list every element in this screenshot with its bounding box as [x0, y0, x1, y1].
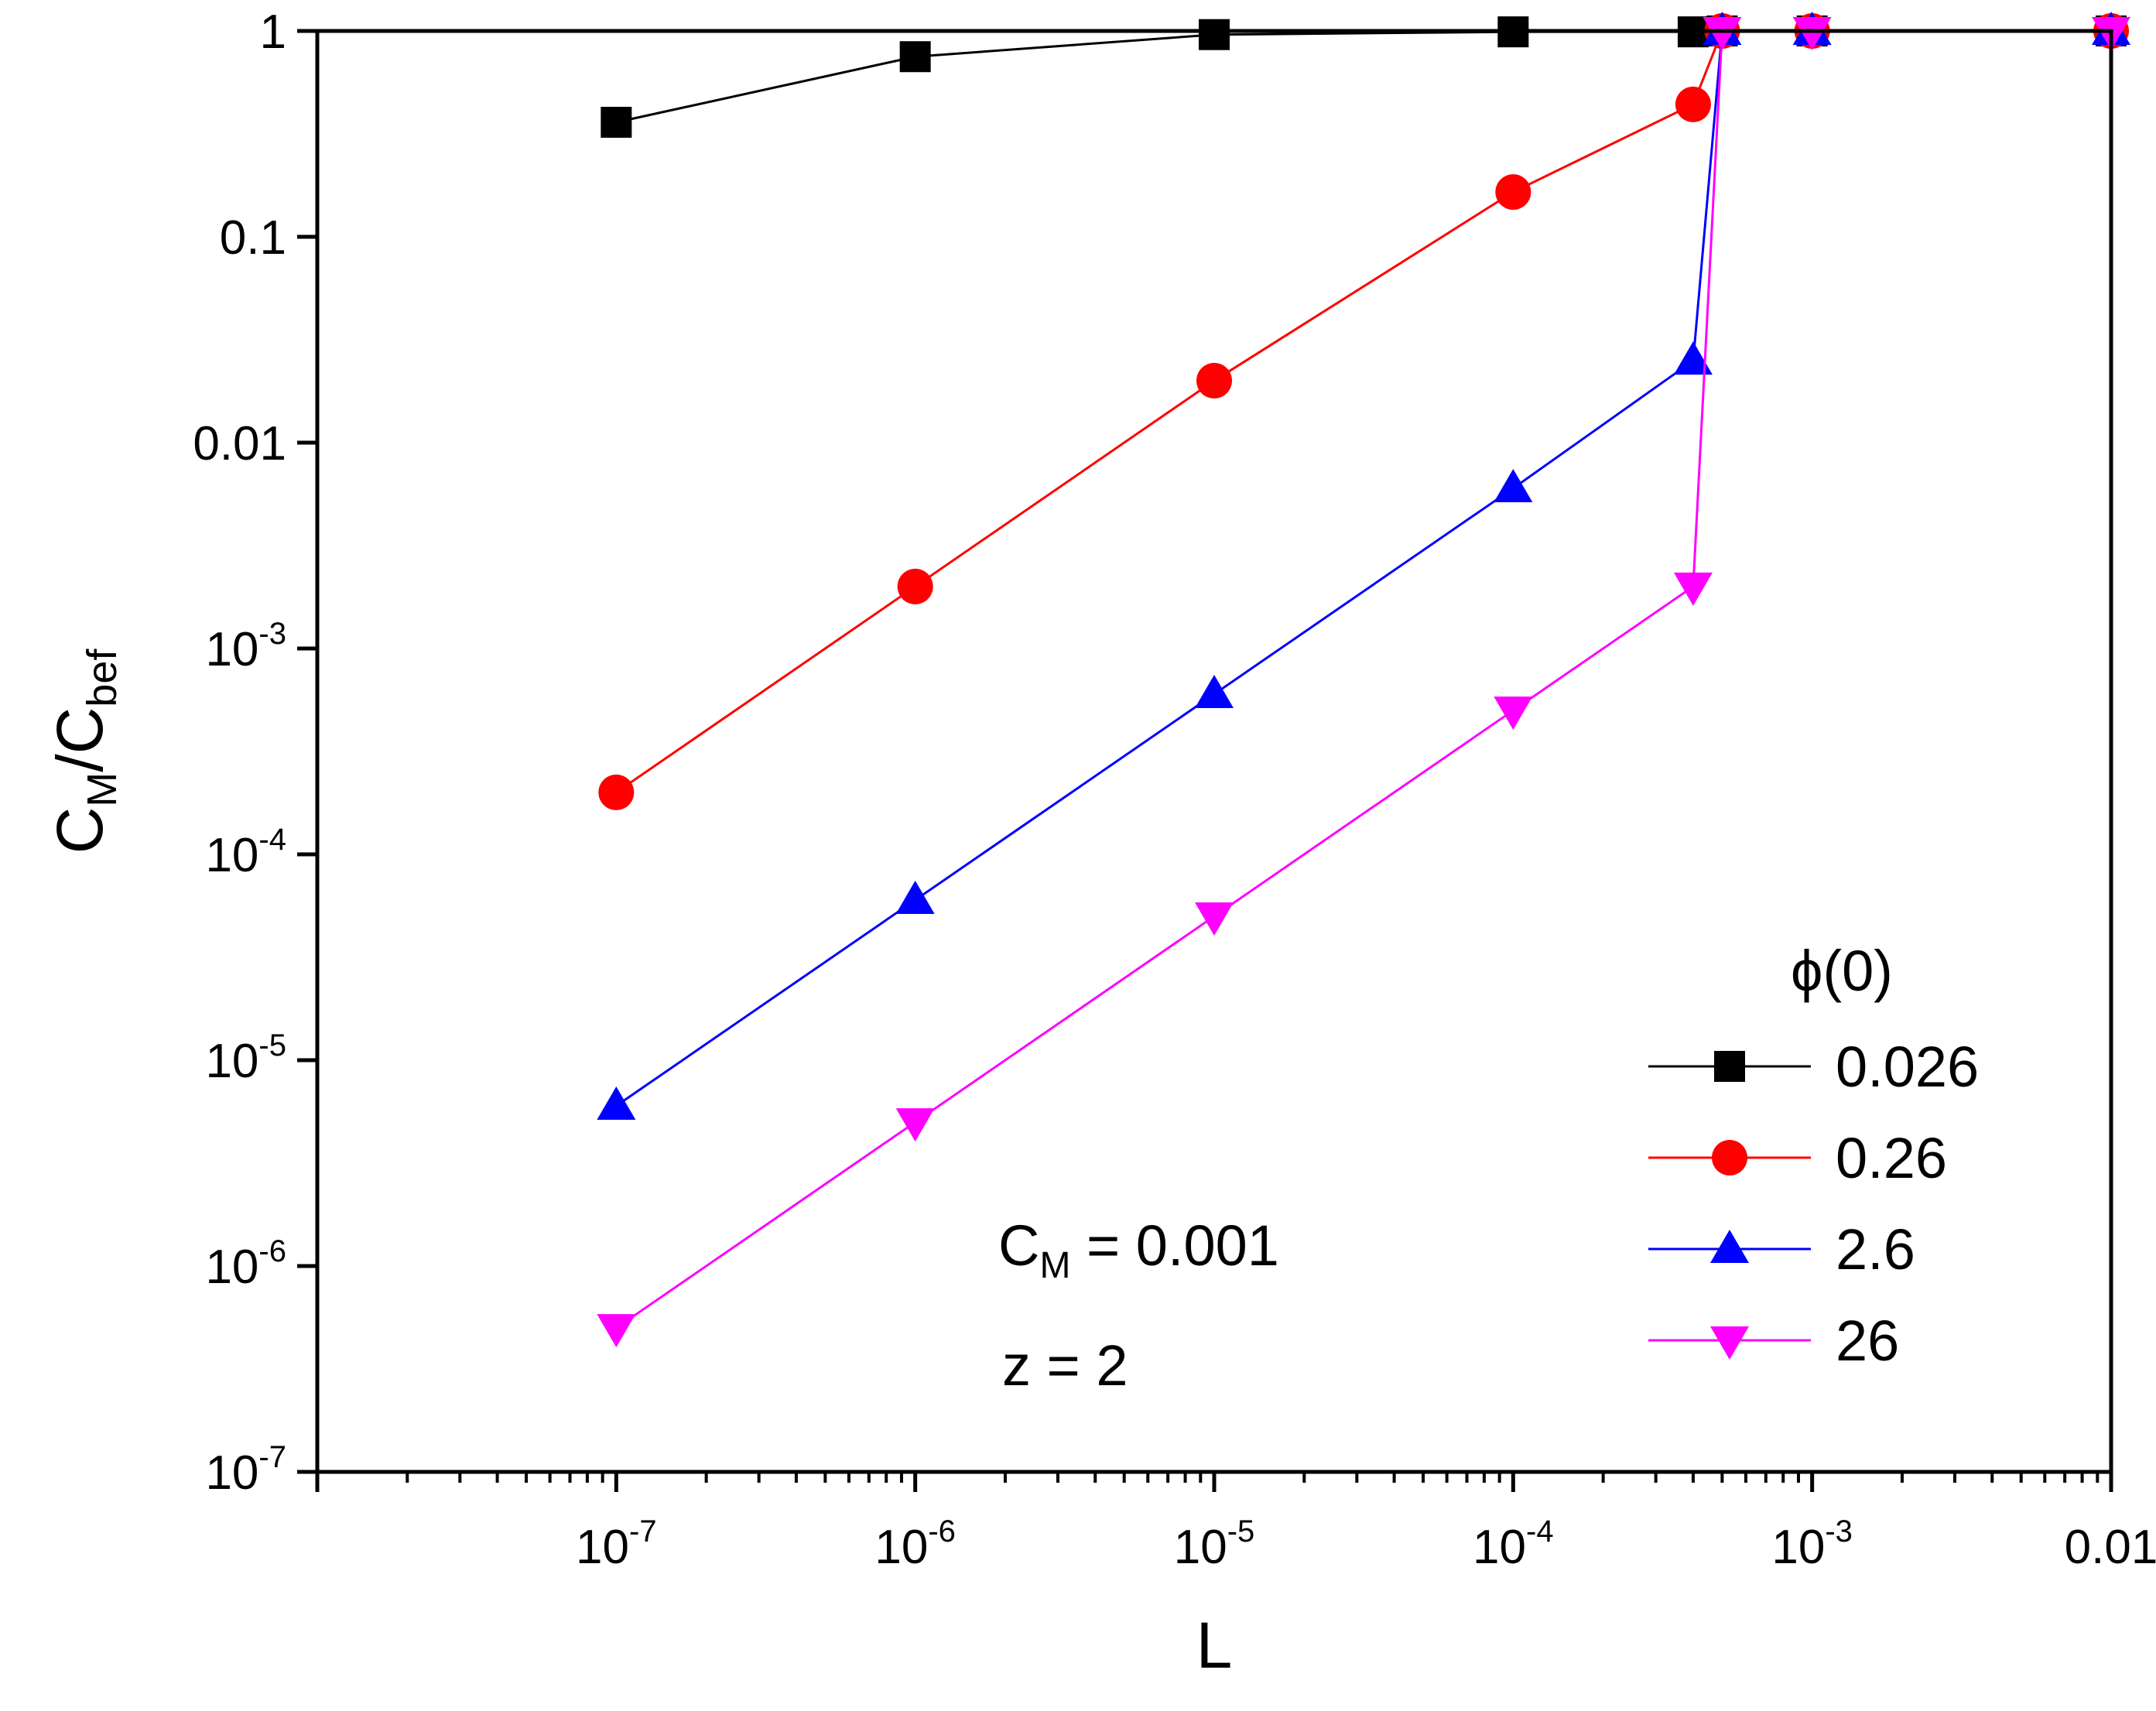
x-tick-label: 10-7 [576, 1514, 657, 1574]
y-tick-label: 10-7 [205, 1440, 286, 1500]
annotation-cm-rest: = 0.001 [1070, 1213, 1279, 1278]
y-tick-base: 0.1 [220, 211, 286, 265]
data-point [598, 774, 635, 810]
y-tick-label: 0.01 [193, 417, 286, 471]
legend: ϕ(0) 0.026 0.26 2.6 26 [1648, 939, 1979, 1373]
y-tick-base: 10 [205, 1446, 258, 1500]
data-point [1675, 86, 1711, 122]
y-tick-exponent: -6 [258, 1234, 286, 1268]
x-tick-base: 0.01 [2065, 1521, 2156, 1574]
y-tick-label: 1 [260, 5, 286, 59]
y-title-sub2: bef [79, 648, 125, 707]
x-tick-label: 10-6 [874, 1514, 956, 1574]
x-tick-base: 10 [874, 1521, 928, 1574]
annotation-z: z = 2 [1002, 1333, 1128, 1398]
annotations: CM = 0.001 z = 2 [998, 1213, 1279, 1398]
y-tick-base: 10 [205, 829, 258, 882]
legend-item: 0.026 [1648, 1035, 1979, 1099]
annotation-cm-sub: M [1039, 1245, 1070, 1286]
y-tick-exponent: -5 [258, 1028, 286, 1063]
y-tick-base: 10 [205, 623, 258, 676]
y-title-c2: C [43, 707, 116, 755]
y-tick-base: 10 [205, 1035, 258, 1088]
x-axis-title: L [1196, 1609, 1233, 1682]
x-tick-base: 10 [1771, 1521, 1825, 1574]
y-axis-title: CM/Cbef [43, 648, 125, 854]
y-tick-exponent: -7 [258, 1440, 286, 1474]
data-point [899, 41, 931, 73]
y-tick-label: 10-3 [205, 617, 286, 676]
data-point [1196, 362, 1232, 399]
data-point [1195, 675, 1234, 709]
y-tick-base: 10 [205, 1240, 258, 1294]
legend-item: 26 [1648, 1309, 1899, 1373]
x-axis-title-text: L [1196, 1609, 1233, 1682]
legend-label: 2.6 [1836, 1217, 1915, 1282]
data-point [897, 568, 933, 604]
data-point [597, 1314, 636, 1348]
data-point [1792, 17, 1832, 50]
annotation-cm: CM = 0.001 [998, 1213, 1279, 1286]
y-tick-exponent: -3 [258, 617, 286, 651]
tick-labels: 10-7 10-6 10-5 10-4 10-3 0.0110.10.0110-310-4… [193, 5, 2156, 1574]
x-tick-label: 10-5 [1174, 1514, 1255, 1574]
x-tick-exponent: -5 [1227, 1514, 1255, 1548]
y-tick-label: 10-6 [205, 1234, 286, 1294]
x-tick-base: 10 [576, 1521, 629, 1574]
y-title-slash: / [43, 754, 116, 772]
y-tick-exponent: -4 [258, 823, 286, 857]
y-tick-label: 10-5 [205, 1028, 286, 1088]
data-point [895, 1108, 935, 1142]
data-point [895, 881, 935, 915]
x-tick-exponent: -7 [629, 1514, 657, 1548]
data-point [1195, 902, 1234, 936]
x-tick-label: 0.01 [2065, 1521, 2156, 1574]
legend-items: 0.026 0.26 2.6 26 [1648, 1035, 1979, 1373]
y-tick-base: 0.01 [193, 417, 286, 471]
data-point [597, 1086, 636, 1121]
legend-item: 0.26 [1648, 1126, 1947, 1190]
x-tick-label: 10-4 [1473, 1514, 1554, 1574]
legend-item: 2.6 [1648, 1217, 1915, 1282]
legend-title: ϕ(0) [1791, 939, 1893, 1003]
y-title-c1: C [43, 807, 116, 854]
y-tick-label: 10-4 [205, 823, 286, 882]
x-tick-exponent: -4 [1526, 1514, 1554, 1548]
data-point [1495, 174, 1531, 210]
data-point [1673, 341, 1713, 375]
x-tick-base: 10 [1473, 1521, 1526, 1574]
data-point [1673, 572, 1713, 606]
legend-marker [1714, 1051, 1745, 1082]
plot-frame [315, 29, 2113, 1474]
data-point [1494, 696, 1533, 731]
data-point [1703, 17, 1742, 50]
x-tick-exponent: -6 [928, 1514, 956, 1548]
x-tick-base: 10 [1174, 1521, 1227, 1574]
x-tick-label: 10-3 [1771, 1514, 1853, 1574]
legend-marker [1710, 1230, 1749, 1263]
legend-label: 26 [1836, 1309, 1899, 1373]
y-tick-base: 1 [260, 5, 286, 59]
legend-marker [1710, 1326, 1749, 1360]
annotation-cm-main: C [998, 1213, 1039, 1278]
data-point [601, 107, 632, 139]
x-tick-exponent: -3 [1825, 1514, 1853, 1548]
legend-label: 0.26 [1836, 1126, 1947, 1190]
data-point [1494, 469, 1533, 503]
data-point [1199, 19, 1230, 50]
y-tick-label: 0.1 [220, 211, 286, 265]
legend-label: 0.026 [1836, 1035, 1979, 1099]
legend-marker [1712, 1140, 1747, 1175]
y-title-sub1: M [79, 772, 125, 807]
